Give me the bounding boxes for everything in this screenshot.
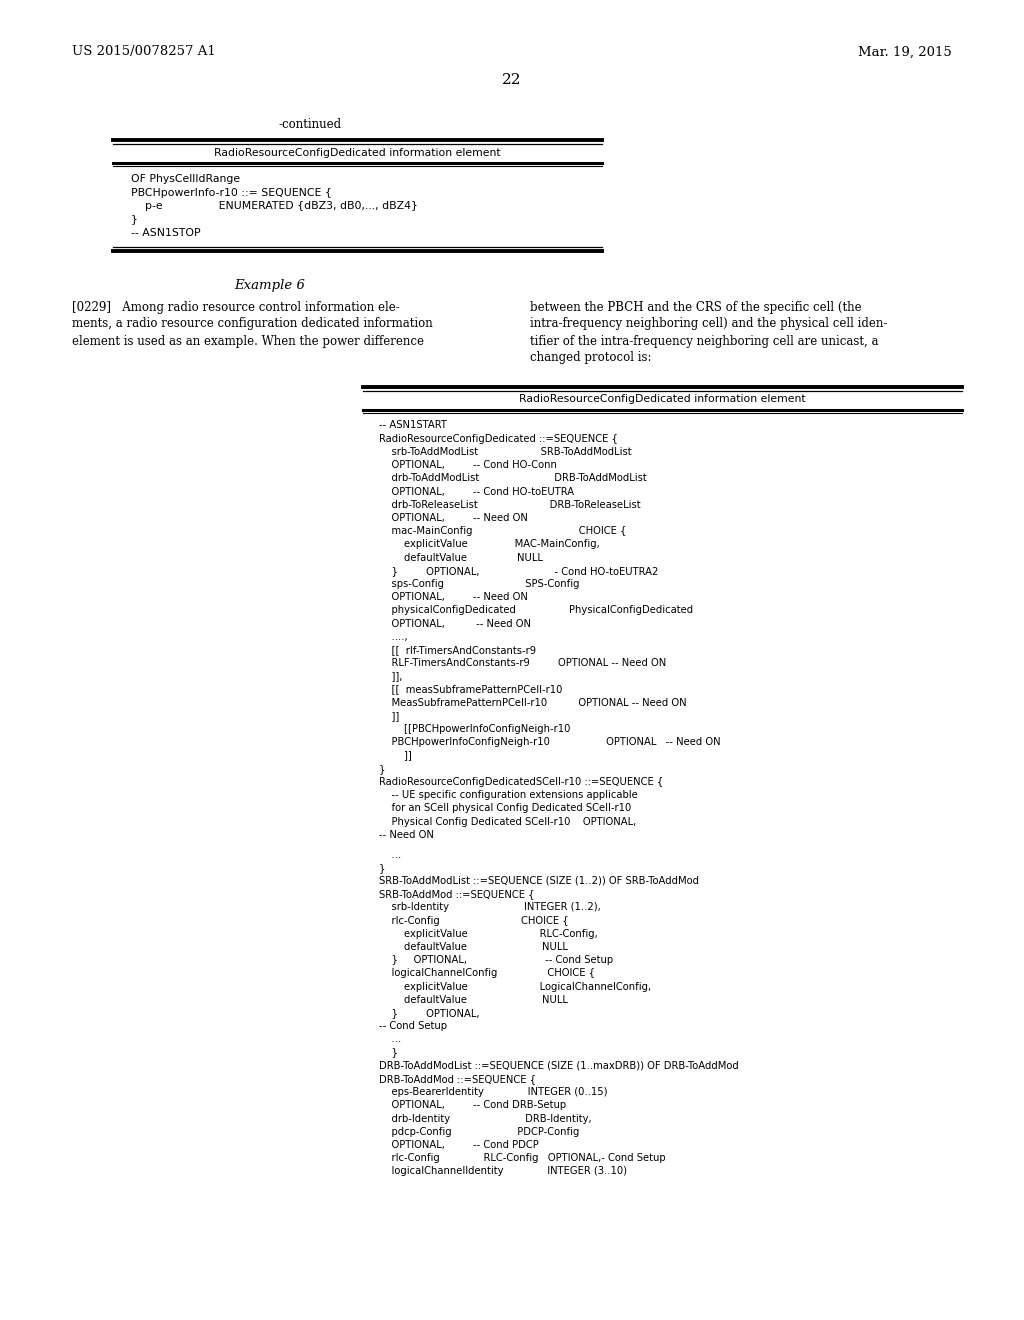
Text: PBCHpowerInfo-r10 ::= SEQUENCE {: PBCHpowerInfo-r10 ::= SEQUENCE {	[131, 187, 332, 198]
Text: }     OPTIONAL,                         -- Cond Setup: } OPTIONAL, -- Cond Setup	[379, 956, 613, 965]
Text: OPTIONAL,         -- Cond PDCP: OPTIONAL, -- Cond PDCP	[379, 1140, 539, 1150]
Text: drb-Identity                        DRB-Identity,: drb-Identity DRB-Identity,	[379, 1114, 592, 1123]
Text: Example 6: Example 6	[234, 279, 305, 292]
Text: -continued: -continued	[279, 119, 342, 132]
Text: }         OPTIONAL,: } OPTIONAL,	[379, 1008, 479, 1018]
Text: ]]: ]]	[379, 751, 412, 760]
Text: RLF-TimersAndConstants-r9         OPTIONAL -- Need ON: RLF-TimersAndConstants-r9 OPTIONAL -- Ne…	[379, 659, 667, 668]
Text: rlc-Config                          CHOICE {: rlc-Config CHOICE {	[379, 916, 568, 925]
Text: sps-Config                          SPS-Config: sps-Config SPS-Config	[379, 579, 580, 589]
Text: SRB-ToAddModList ::=SEQUENCE (SIZE (1..2)) OF SRB-ToAddMod: SRB-ToAddModList ::=SEQUENCE (SIZE (1..2…	[379, 876, 699, 886]
Text: OF PhysCellIdRange: OF PhysCellIdRange	[131, 174, 240, 183]
Text: ...: ...	[379, 850, 401, 859]
Text: }: }	[131, 214, 138, 224]
Text: OPTIONAL,         -- Cond HO-toEUTRA: OPTIONAL, -- Cond HO-toEUTRA	[379, 487, 574, 496]
Text: defaultValue                NULL: defaultValue NULL	[379, 553, 543, 562]
Text: drb-ToReleaseList                       DRB-ToReleaseList: drb-ToReleaseList DRB-ToReleaseList	[379, 500, 641, 510]
Text: [[  rlf-TimersAndConstants-r9: [[ rlf-TimersAndConstants-r9	[379, 645, 537, 655]
Text: RadioResourceConfigDedicatedSCell-r10 ::=SEQUENCE {: RadioResourceConfigDedicatedSCell-r10 ::…	[379, 777, 664, 787]
Text: US 2015/0078257 A1: US 2015/0078257 A1	[72, 45, 216, 58]
Text: rlc-Config              RLC-Config   OPTIONAL,- Cond Setup: rlc-Config RLC-Config OPTIONAL,- Cond Se…	[379, 1154, 666, 1163]
Text: Physical Config Dedicated SCell-r10    OPTIONAL,: Physical Config Dedicated SCell-r10 OPTI…	[379, 817, 636, 826]
Text: OPTIONAL,         -- Need ON: OPTIONAL, -- Need ON	[379, 513, 528, 523]
Text: OPTIONAL,          -- Need ON: OPTIONAL, -- Need ON	[379, 619, 531, 628]
Text: changed protocol is:: changed protocol is:	[530, 351, 651, 364]
Text: explicitValue                       RLC-Config,: explicitValue RLC-Config,	[379, 929, 598, 939]
Text: }: }	[379, 863, 385, 873]
Text: p-e                ENUMERATED {dBZ3, dB0,..., dBZ4}: p-e ENUMERATED {dBZ3, dB0,..., dBZ4}	[131, 201, 418, 211]
Text: srb-Identity                        INTEGER (1..2),: srb-Identity INTEGER (1..2),	[379, 903, 601, 912]
Text: logicalChannelConfig                CHOICE {: logicalChannelConfig CHOICE {	[379, 969, 595, 978]
Text: RadioResourceConfigDedicated ::=SEQUENCE {: RadioResourceConfigDedicated ::=SEQUENCE…	[379, 434, 617, 444]
Text: OPTIONAL,         -- Cond DRB-Setup: OPTIONAL, -- Cond DRB-Setup	[379, 1101, 566, 1110]
Text: }: }	[379, 1048, 398, 1057]
Text: explicitValue               MAC-MainConfig,: explicitValue MAC-MainConfig,	[379, 540, 600, 549]
Text: OPTIONAL,         -- Need ON: OPTIONAL, -- Need ON	[379, 593, 528, 602]
Text: [[PBCHpowerInfoConfigNeigh-r10: [[PBCHpowerInfoConfigNeigh-r10	[379, 725, 570, 734]
Text: tifier of the intra-frequency neighboring cell are unicast, a: tifier of the intra-frequency neighborin…	[530, 334, 879, 347]
Text: RadioResourceConfigDedicated information element: RadioResourceConfigDedicated information…	[519, 395, 806, 404]
Text: ]],: ]],	[379, 672, 402, 681]
Text: DRB-ToAddModList ::=SEQUENCE (SIZE (1..maxDRB)) OF DRB-ToAddMod: DRB-ToAddModList ::=SEQUENCE (SIZE (1..m…	[379, 1061, 738, 1071]
Text: SRB-ToAddMod ::=SEQUENCE {: SRB-ToAddMod ::=SEQUENCE {	[379, 890, 535, 899]
Text: ....,: ....,	[379, 632, 408, 642]
Text: -- ASN1START: -- ASN1START	[379, 421, 446, 430]
Text: -- Cond Setup: -- Cond Setup	[379, 1022, 447, 1031]
Text: [[  measSubframePatternPCell-r10: [[ measSubframePatternPCell-r10	[379, 685, 562, 694]
Text: for an SCell physical Config Dedicated SCell-r10: for an SCell physical Config Dedicated S…	[379, 804, 631, 813]
Text: -- ASN1STOP: -- ASN1STOP	[131, 228, 201, 238]
Text: physicalConfigDedicated                 PhysicalConfigDedicated: physicalConfigDedicated PhysicalConfigDe…	[379, 606, 693, 615]
Text: ments, a radio resource configuration dedicated information: ments, a radio resource configuration de…	[72, 318, 433, 330]
Text: MeasSubframePatternPCell-r10          OPTIONAL -- Need ON: MeasSubframePatternPCell-r10 OPTIONAL --…	[379, 698, 687, 708]
Text: srb-ToAddModList                    SRB-ToAddModList: srb-ToAddModList SRB-ToAddModList	[379, 447, 632, 457]
Text: }: }	[379, 764, 385, 774]
Text: ]]: ]]	[379, 711, 399, 721]
Text: mac-MainConfig                                  CHOICE {: mac-MainConfig CHOICE {	[379, 527, 627, 536]
Text: [0229]   Among radio resource control information ele-: [0229] Among radio resource control info…	[72, 301, 399, 314]
Text: OPTIONAL,         -- Cond HO-Conn: OPTIONAL, -- Cond HO-Conn	[379, 461, 557, 470]
Text: explicitValue                       LogicalChannelConfig,: explicitValue LogicalChannelConfig,	[379, 982, 651, 991]
Text: 22: 22	[502, 73, 522, 87]
Text: element is used as an example. When the power difference: element is used as an example. When the …	[72, 334, 424, 347]
Text: RadioResourceConfigDedicated information element: RadioResourceConfigDedicated information…	[214, 148, 501, 158]
Text: PBCHpowerInfoConfigNeigh-r10                  OPTIONAL   -- Need ON: PBCHpowerInfoConfigNeigh-r10 OPTIONAL --…	[379, 738, 721, 747]
Text: pdcp-Config                     PDCP-Config: pdcp-Config PDCP-Config	[379, 1127, 580, 1137]
Text: defaultValue                        NULL: defaultValue NULL	[379, 942, 568, 952]
Text: between the PBCH and the CRS of the specific cell (the: between the PBCH and the CRS of the spec…	[530, 301, 861, 314]
Text: defaultValue                        NULL: defaultValue NULL	[379, 995, 568, 1005]
Text: intra-frequency neighboring cell) and the physical cell iden-: intra-frequency neighboring cell) and th…	[530, 318, 888, 330]
Text: eps-BearerIdentity              INTEGER (0..15): eps-BearerIdentity INTEGER (0..15)	[379, 1088, 607, 1097]
Text: }         OPTIONAL,                        - Cond HO-toEUTRA2: } OPTIONAL, - Cond HO-toEUTRA2	[379, 566, 658, 576]
Text: logicalChannelIdentity              INTEGER (3..10): logicalChannelIdentity INTEGER (3..10)	[379, 1167, 627, 1176]
Text: ...: ...	[379, 1035, 401, 1044]
Text: -- UE specific configuration extensions applicable: -- UE specific configuration extensions …	[379, 791, 638, 800]
Text: -- Need ON: -- Need ON	[379, 830, 434, 840]
Text: Mar. 19, 2015: Mar. 19, 2015	[858, 45, 952, 58]
Text: drb-ToAddModList                        DRB-ToAddModList: drb-ToAddModList DRB-ToAddModList	[379, 474, 647, 483]
Text: DRB-ToAddMod ::=SEQUENCE {: DRB-ToAddMod ::=SEQUENCE {	[379, 1074, 536, 1084]
